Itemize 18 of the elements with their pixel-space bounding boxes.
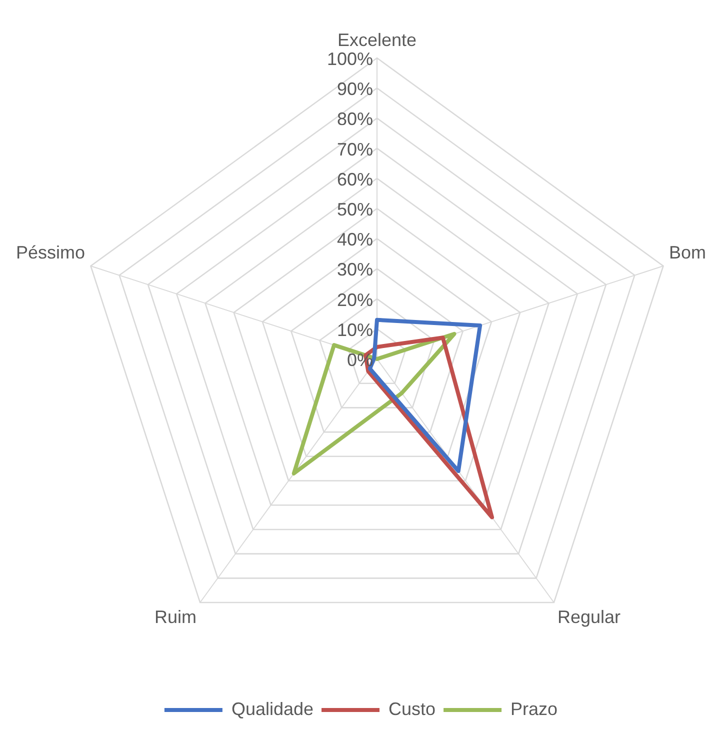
- y-tick-label: 70%: [336, 139, 373, 160]
- y-tick-label: 40%: [336, 230, 373, 250]
- y-tick-label: 80%: [336, 109, 373, 130]
- legend-label: Custo: [388, 698, 436, 719]
- y-tick-label: 100%: [326, 48, 373, 69]
- y-tick-label: 50%: [336, 199, 373, 220]
- y-tick-label: 30%: [336, 260, 373, 280]
- legend-label: Qualidade: [231, 698, 314, 719]
- spoke-label: Excelente: [337, 30, 417, 50]
- y-tick-label: 60%: [336, 169, 373, 190]
- legend-label: Prazo: [510, 698, 558, 719]
- spoke-label: Regular: [557, 607, 620, 628]
- spoke-label: Bom: [668, 242, 706, 262]
- y-tick-label: 90%: [336, 79, 373, 100]
- y-tick-label: 10%: [336, 320, 373, 340]
- y-tick-label: 20%: [336, 290, 373, 310]
- spoke-label: Ruim: [154, 607, 197, 628]
- spoke-label: Péssimo: [16, 242, 86, 262]
